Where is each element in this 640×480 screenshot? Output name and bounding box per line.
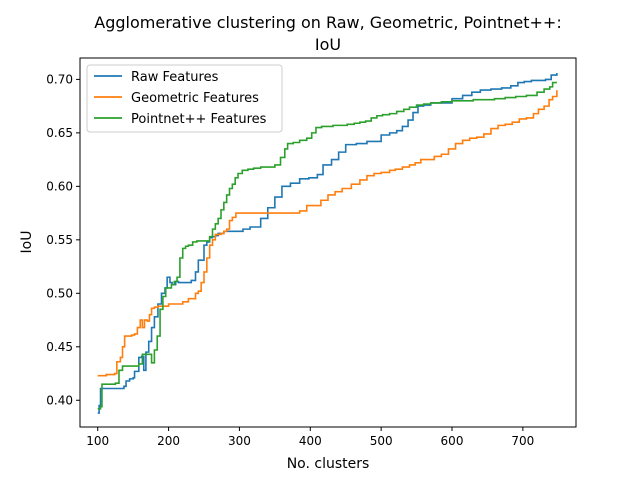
x-tick-label: 400 [299,434,322,448]
y-tick-label: 0.65 [46,126,73,140]
y-tick-label: 0.40 [46,393,73,407]
y-tick-label: 0.45 [46,340,73,354]
x-tick-label: 100 [86,434,109,448]
legend-label-3: Pointnet++ Features [131,112,267,127]
x-tick-label: 600 [441,434,464,448]
x-tick-label: 500 [370,434,393,448]
legend-label-1: Raw Features [131,70,219,85]
y-tick-label: 0.70 [46,72,73,86]
x-axis-label: No. clusters [287,456,370,472]
y-axis-label: IoU [19,231,35,254]
x-tick-label: 700 [511,434,534,448]
legend: Raw Features Geometric Features Pointnet++… [86,64,283,133]
x-tick-label: 300 [228,434,251,448]
chart-title-line-1: Agglomerative clustering on Raw, Geometr… [94,13,561,32]
y-tick-label: 0.50 [46,286,73,300]
y-tick-label: 0.60 [46,179,73,193]
series-line-2 [97,90,558,377]
x-axis-ticks: 100 200 300 400 500 600 700 [86,427,534,448]
series-line-3 [97,81,557,410]
y-axis-ticks: 0.40 0.45 0.50 0.55 0.60 0.65 0.70 [46,72,80,407]
plot-area [79,57,577,428]
legend-box [86,64,283,133]
plot-lines [97,72,558,414]
y-tick-label: 0.55 [46,233,73,247]
chart-title-line-2: IoU [315,35,341,54]
x-tick-label: 200 [157,434,180,448]
series-line-1 [97,72,558,414]
legend-label-2: Geometric Features [131,91,259,106]
